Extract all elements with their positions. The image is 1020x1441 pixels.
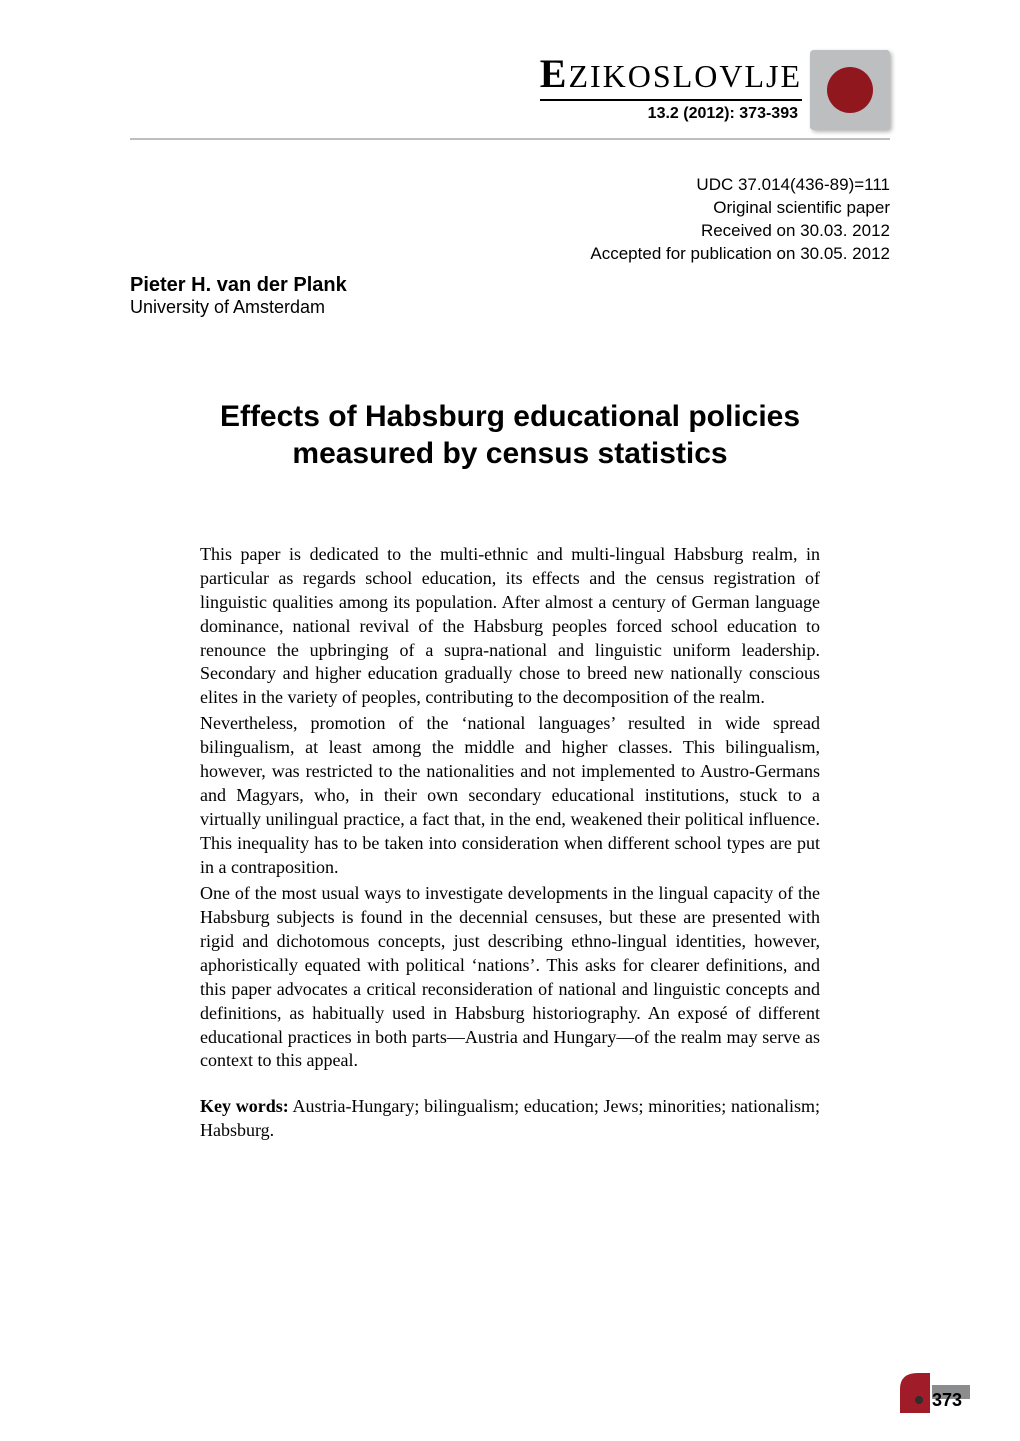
- journal-name: EZIKOSLOVLJE: [540, 50, 802, 101]
- page-header: EZIKOSLOVLJE 13.2 (2012): 373-393: [130, 50, 890, 140]
- abstract-para-1: This paper is dedicated to the multi-eth…: [200, 543, 820, 711]
- journal-issue: 13.2 (2012): 373-393: [540, 105, 802, 123]
- header-divider: [130, 138, 890, 140]
- article-metadata: UDC 37.014(436-89)=111 Original scientif…: [130, 174, 890, 266]
- author-block: Pieter H. van der Plank University of Am…: [130, 274, 890, 318]
- meta-accepted: Accepted for publication on 30.05. 2012: [130, 243, 890, 266]
- journal-badge-circle-icon: [827, 67, 873, 113]
- author-affiliation: University of Amsterdam: [130, 297, 890, 318]
- abstract-para-3: One of the most usual ways to investigat…: [200, 882, 820, 1074]
- author-name: Pieter H. van der Plank: [130, 274, 890, 297]
- keywords-text: Austria-Hungary; bilingualism; education…: [200, 1096, 820, 1140]
- title-line-2: measured by census statistics: [130, 435, 890, 473]
- journal-logo: EZIKOSLOVLJE 13.2 (2012): 373-393: [540, 50, 890, 130]
- title-line-1: Effects of Habsburg educational policies: [130, 398, 890, 436]
- abstract: This paper is dedicated to the multi-eth…: [130, 543, 890, 1074]
- page-number: 373: [932, 1390, 962, 1411]
- keywords-label: Key words:: [200, 1096, 289, 1116]
- meta-type: Original scientific paper: [130, 197, 890, 220]
- article-title: Effects of Habsburg educational policies…: [130, 398, 890, 473]
- meta-received: Received on 30.03. 2012: [130, 220, 890, 243]
- keywords: Key words: Austria-Hungary; bilingualism…: [130, 1095, 890, 1143]
- abstract-para-2: Nevertheless, promotion of the ‘national…: [200, 712, 820, 880]
- journal-name-rest: ZIKOSLOVLJE: [568, 58, 802, 94]
- journal-logo-text: EZIKOSLOVLJE 13.2 (2012): 373-393: [540, 50, 802, 123]
- meta-udc: UDC 37.014(436-89)=111: [130, 174, 890, 197]
- journal-badge-icon: [810, 50, 890, 130]
